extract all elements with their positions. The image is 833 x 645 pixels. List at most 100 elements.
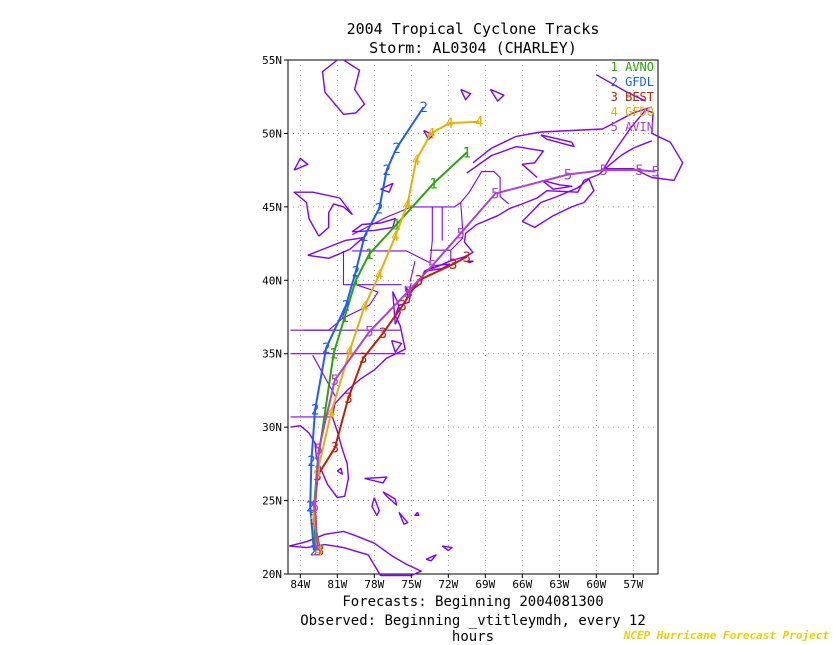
track-line-best [312, 255, 468, 551]
x-tick-label: 66W [512, 578, 532, 591]
state-border [351, 171, 510, 236]
track-point-avin: 5 [313, 544, 321, 560]
observed-caption: Observed: Beginning _vtitleymdh, every 1… [300, 613, 646, 645]
track-point-gfdo: 4 [412, 153, 420, 169]
track-point-gfdl: 2 [352, 264, 360, 280]
state-border [342, 250, 402, 286]
track-point-avin: 5 [635, 163, 643, 179]
track-point-gfdl: 2 [360, 229, 368, 245]
coastline [460, 88, 472, 101]
coastline [364, 476, 388, 484]
coastline-map [289, 59, 684, 577]
track-point-best: 3 [449, 257, 457, 273]
track-point-best: 3 [463, 250, 471, 266]
track-point-best: 3 [331, 441, 339, 457]
y-tick-label: 25N [262, 495, 282, 508]
track-point-avin: 5 [331, 373, 339, 389]
y-tick-label: 45N [262, 201, 282, 214]
track-point-avin: 5 [651, 165, 659, 181]
coastline [595, 74, 647, 102]
coastline [541, 179, 573, 190]
track-point-gfdo: 4 [445, 116, 453, 132]
coastline [390, 339, 403, 353]
track-point-best: 3 [344, 391, 352, 407]
coastline [398, 511, 409, 525]
coastline [441, 545, 453, 552]
state-border [304, 302, 348, 331]
coastline [392, 291, 401, 325]
coastline [472, 106, 653, 164]
coastline [380, 182, 394, 193]
coastline [382, 491, 398, 506]
track-point-gfdo: 4 [391, 229, 399, 245]
x-tick-label: 63W [549, 578, 569, 591]
coastline [489, 88, 505, 102]
state-border [409, 261, 416, 282]
x-tick-label: 57W [623, 578, 643, 591]
coastline [293, 191, 353, 237]
x-tick-label: 75W [401, 578, 421, 591]
track-point-avin: 5 [600, 163, 608, 179]
y-tick-label: 35N [262, 348, 282, 361]
track-point-gfdo: 4 [375, 267, 383, 283]
legend-entry: 4 GFDO [611, 105, 654, 119]
track-point-avno: 1 [341, 310, 349, 326]
state-border [429, 206, 433, 266]
coastline [351, 217, 396, 233]
track-point-gfdo: 4 [427, 126, 435, 142]
track-point-avno: 1 [352, 273, 360, 289]
coastline [603, 109, 684, 182]
track-point-avin: 5 [564, 168, 572, 184]
track-point-avno: 1 [365, 247, 373, 263]
track-point-gfdo: 4 [403, 197, 411, 213]
track-point-gfdl: 2 [306, 499, 314, 515]
track-point-gfdl: 2 [307, 454, 315, 470]
track-point-gfdl: 2 [311, 403, 319, 419]
coastline [289, 530, 422, 577]
x-tick-label: 78W [364, 578, 384, 591]
track-point-avin: 5 [365, 325, 373, 341]
coastline [466, 145, 544, 179]
grid-lines [288, 60, 658, 574]
track-point-gfdl: 2 [382, 163, 390, 179]
track-point-gfdl: 2 [310, 544, 318, 560]
coastline [425, 554, 437, 562]
credit-label: NCEP Hurricane Forecast Project [623, 629, 829, 642]
legend-entry: 3 BEST [611, 90, 654, 104]
legend-entry: 5 AVIN [611, 120, 654, 134]
coastline [423, 263, 451, 273]
track-point-gfdl: 2 [342, 298, 350, 314]
track-point-avno: 1 [311, 544, 319, 560]
coastline [466, 260, 474, 264]
coastline [321, 59, 366, 115]
track-line-gfdl [309, 106, 425, 551]
coastline [371, 497, 380, 516]
track-point-avin: 5 [403, 285, 411, 301]
y-tick-label: 55N [262, 54, 282, 67]
coastline [540, 134, 575, 148]
x-tick-label: 72W [438, 578, 458, 591]
x-tick-label: 81W [327, 578, 347, 591]
y-tick-label: 30N [262, 421, 282, 434]
y-tick-label: 20N [262, 568, 282, 581]
track-point-best: 3 [398, 298, 406, 314]
track-point-gfdo: 4 [310, 510, 318, 526]
state-border [352, 250, 431, 264]
coastline [423, 129, 435, 140]
legend-entry: 2 GFDL [611, 75, 654, 89]
track-line-avin [314, 169, 656, 551]
track-point-avno: 1 [429, 176, 437, 192]
track-point-avin: 5 [311, 499, 319, 515]
track-point-avin: 5 [428, 259, 436, 275]
coastline [414, 511, 420, 516]
state-border [342, 284, 379, 319]
coastline [336, 467, 343, 475]
track-point-gfdl: 2 [392, 141, 400, 157]
track-point-avin: 5 [456, 226, 464, 242]
x-tick-label: 84W [290, 578, 310, 591]
track-point-gfdl: 2 [419, 100, 427, 116]
track-point-gfdo: 4 [327, 405, 335, 421]
